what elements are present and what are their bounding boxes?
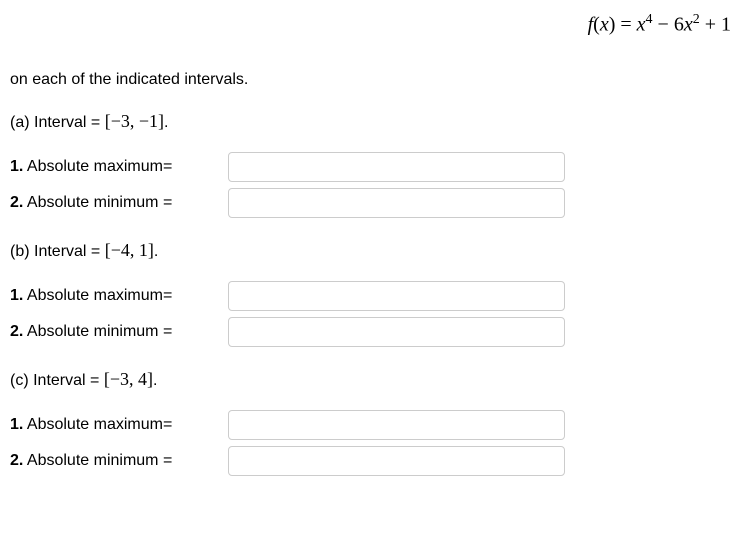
instruction-text: on each of the indicated intervals. (10, 71, 745, 89)
term2-exp: 2 (693, 12, 700, 27)
function-expression: f(x) = x4 − 6x2 + 1 (0, 0, 745, 37)
plus: + 1 (700, 14, 731, 36)
section-a: (a) Interval = [−3, −1]. 1. Absolute max… (10, 111, 745, 218)
interval-prefix: (c) Interval = (10, 372, 104, 389)
input-a-min[interactable] (228, 188, 565, 218)
label-c-max: 1. Absolute maximum= (10, 416, 228, 434)
minus: − 6 (653, 14, 684, 36)
row-c-1: 1. Absolute maximum= (10, 410, 745, 440)
row-label: Absolute maximum= (23, 416, 172, 433)
row-label: Absolute minimum = (23, 323, 172, 340)
interval-values: −4, 1 (111, 240, 148, 260)
paren-close-eq: ) = (609, 14, 637, 36)
interval-label-c: (c) Interval = [−3, 4]. (10, 369, 745, 390)
input-a-max[interactable] (228, 152, 565, 182)
row-label: Absolute maximum= (23, 158, 172, 175)
period: . (154, 243, 158, 260)
row-c-2: 2. Absolute minimum = (10, 446, 745, 476)
interval-values: −3, −1 (111, 111, 158, 131)
row-num: 2. (10, 194, 23, 211)
row-num: 1. (10, 416, 23, 433)
input-b-min[interactable] (228, 317, 565, 347)
row-label: Absolute maximum= (23, 287, 172, 304)
row-a-2: 2. Absolute minimum = (10, 188, 745, 218)
label-b-min: 2. Absolute minimum = (10, 323, 228, 341)
input-c-min[interactable] (228, 446, 565, 476)
row-label: Absolute minimum = (23, 452, 172, 469)
interval-prefix: (b) Interval = (10, 243, 105, 260)
input-c-max[interactable] (228, 410, 565, 440)
row-b-1: 1. Absolute maximum= (10, 281, 745, 311)
interval-values: −3, 4 (110, 369, 147, 389)
term1-exp: 4 (646, 12, 653, 27)
label-b-max: 1. Absolute maximum= (10, 287, 228, 305)
interval-label-b: (b) Interval = [−4, 1]. (10, 240, 745, 261)
row-num: 2. (10, 452, 23, 469)
term1-base: x (637, 14, 646, 36)
term2-base: x (684, 14, 693, 36)
input-b-max[interactable] (228, 281, 565, 311)
label-a-max: 1. Absolute maximum= (10, 158, 228, 176)
label-a-min: 2. Absolute minimum = (10, 194, 228, 212)
period: . (153, 372, 157, 389)
label-c-min: 2. Absolute minimum = (10, 452, 228, 470)
section-b: (b) Interval = [−4, 1]. 1. Absolute maxi… (10, 240, 745, 347)
row-label: Absolute minimum = (23, 194, 172, 211)
interval-label-a: (a) Interval = [−3, −1]. (10, 111, 745, 132)
row-num: 2. (10, 323, 23, 340)
row-b-2: 2. Absolute minimum = (10, 317, 745, 347)
paren-open: ( (593, 14, 600, 36)
row-a-1: 1. Absolute maximum= (10, 152, 745, 182)
section-c: (c) Interval = [−3, 4]. 1. Absolute maxi… (10, 369, 745, 476)
row-num: 1. (10, 158, 23, 175)
interval-prefix: (a) Interval = (10, 114, 105, 131)
row-num: 1. (10, 287, 23, 304)
fn-var: x (600, 14, 609, 36)
period: . (164, 114, 168, 131)
